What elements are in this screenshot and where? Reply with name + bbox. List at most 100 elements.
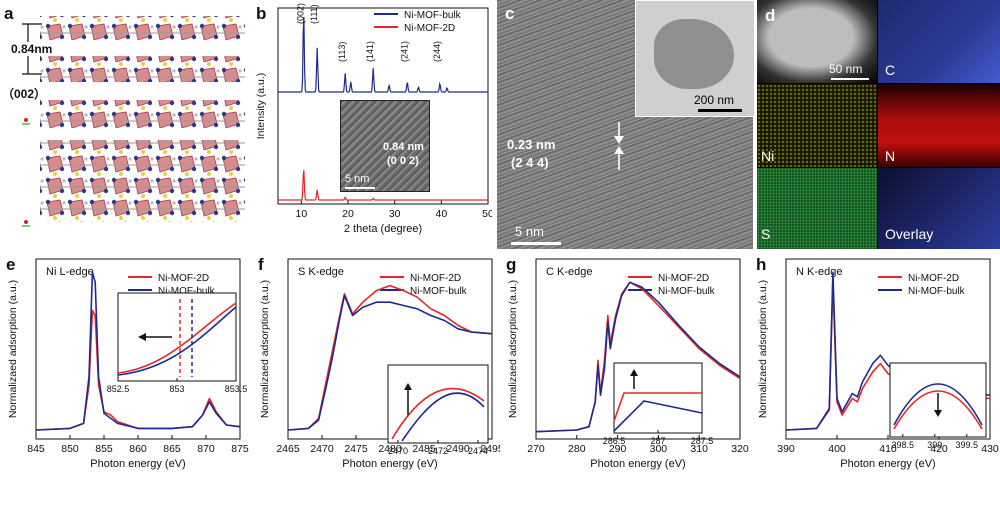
legend-label: Ni-MOF-bulk	[410, 286, 468, 297]
x-axis-label: Photon energy (eV)	[342, 458, 437, 470]
peak-label: (141)	[365, 41, 375, 62]
inset-x-tick-label: 287	[650, 436, 665, 446]
s-k-edge-chart: 2465 2470 2475 2480 2485 2490 2495 Photon energ…	[259, 258, 500, 470]
y-axis-label: Intensity (a.u.)	[255, 73, 267, 140]
inset-x-tick-label: 286.5	[603, 436, 626, 446]
panel-e: e 845 850 855 860 865 870 875 Photon energy (eV…	[0, 253, 252, 505]
series-line	[35, 271, 241, 431]
legend-label: Ni-MOF-2D	[158, 273, 209, 284]
legend-label: Ni-MOF-2D	[658, 273, 709, 284]
inset-x-tick-label: 2472	[428, 446, 448, 456]
inset-x-tick-label: 399	[927, 440, 942, 450]
x-tick-label: 430	[981, 443, 999, 455]
ni-l-edge-chart: 845 850 855 860 865 870 875 Photon energy (eV) N…	[7, 258, 249, 470]
x-tick-label: 2470	[310, 443, 334, 455]
legend-label: Ni-MOF-bulk	[404, 10, 462, 21]
inset-scale: 5 nm	[345, 173, 370, 185]
trend-arrowhead	[630, 369, 638, 376]
y-axis-label: Normalizaed adsorption (a.u.)	[507, 280, 519, 418]
carbon-map-label: C	[885, 62, 896, 78]
inset-curve	[893, 390, 983, 430]
x-axis-label: 2 theta (degree)	[344, 223, 422, 235]
x-tick-label: 290	[609, 443, 627, 455]
inset-plane: (0 0 2)	[387, 155, 419, 167]
interlayer-spacing-label: 0.84nm	[11, 42, 53, 56]
series-line	[287, 294, 493, 431]
x-axis-label: Photon energy (eV)	[590, 458, 685, 470]
x-tick-label: 20	[342, 208, 354, 220]
x-tick-label: 320	[731, 443, 749, 455]
inset-d-spacing: 0.84 nm	[383, 141, 424, 153]
legend-label: Ni-MOF-2D	[404, 23, 455, 34]
y-axis-label: Normalizaed adsorption (a.u.)	[757, 280, 769, 418]
hrtem-inset-image: 0.84 nm (0 0 2) 5 nm	[340, 100, 430, 192]
edge-title: Ni L-edge	[46, 266, 94, 278]
main-scale-label: 5 nm	[515, 224, 544, 239]
peak-label: (002)	[296, 3, 306, 24]
x-tick-label: 400	[828, 443, 846, 455]
legend-label: Ni-MOF-2D	[908, 273, 959, 284]
overlay-map-tile	[878, 168, 1000, 249]
inset-curve	[893, 383, 983, 426]
inset-curve	[117, 306, 237, 376]
panel-d: d 50 nm C Ni N S Overlay	[757, 0, 1000, 249]
inset-x-tick-label: 287.5	[691, 436, 714, 446]
x-tick-label: 10	[295, 208, 307, 220]
plane-label: （002）	[2, 87, 47, 101]
x-tick-label: 390	[777, 443, 795, 455]
inset-frame	[613, 362, 703, 434]
panel-label-a: a	[4, 4, 14, 23]
x-tick-label: 2480	[378, 443, 402, 455]
inset-x-tick-label: 2474	[468, 446, 488, 456]
tem-overview-inset: 200 nm	[635, 0, 755, 117]
xrd-chart: 10 20 30 40 50 2 theta (degree) Intensity (a.u…	[255, 3, 492, 235]
series-line	[535, 281, 741, 433]
lattice-arrows	[614, 122, 624, 170]
legend-label: Ni-MOF-bulk	[158, 286, 216, 297]
edge-title: N K-edge	[796, 266, 842, 278]
x-tick-label: 420	[930, 443, 948, 455]
edge-title: S K-edge	[298, 266, 344, 278]
peak-label: (111)	[309, 4, 319, 24]
x-tick-label: 2490	[446, 443, 470, 455]
carbon-map-tile	[878, 0, 1000, 83]
inset-frame	[387, 364, 489, 444]
plot-frame	[535, 258, 741, 440]
x-tick-label: 410	[879, 443, 897, 455]
trend-arrowhead	[138, 333, 146, 341]
trend-arrowhead	[404, 383, 412, 390]
inset-curve	[613, 392, 702, 422]
x-tick-label: 2485	[412, 443, 436, 455]
panel-label-b: b	[256, 4, 267, 23]
x-tick-label: 845	[27, 443, 45, 455]
x-tick-label: 300	[650, 443, 668, 455]
x-tick-label: 2495	[480, 443, 500, 455]
lattice-spacing-label: 0.23 nm	[507, 137, 556, 152]
x-tick-label: 875	[231, 443, 249, 455]
n-k-edge-chart: 390 400 410 420 430 Photon energy (eV) Normali…	[757, 258, 999, 470]
legend-label: Ni-MOF-bulk	[658, 286, 716, 297]
x-tick-label: 2475	[344, 443, 368, 455]
x-tick-label: 280	[568, 443, 586, 455]
nitrogen-map-tile	[878, 84, 1000, 167]
legend-label: Ni-MOF-2D	[410, 273, 461, 284]
inset-x-tick-label: 852.5	[107, 384, 130, 394]
inset-curve	[391, 387, 485, 440]
series-line	[278, 170, 488, 201]
inset-x-tick-label: 853.5	[225, 384, 248, 394]
panel-h: h 390 400 410 420 430 Photon energy (eV) Norma…	[750, 253, 1000, 505]
x-tick-label: 2465	[276, 443, 300, 455]
nanosheet-shape	[654, 19, 734, 89]
x-tick-label: 50	[482, 208, 492, 220]
nickel-map-tile	[757, 84, 877, 167]
inset-frame	[117, 292, 237, 382]
inset-scale-bar	[345, 187, 375, 189]
y-axis-label: Normalizaed adsorption (a.u.)	[259, 280, 271, 418]
sulfur-map-tile	[757, 168, 877, 249]
x-tick-label: 30	[389, 208, 401, 220]
inset-scale-label: 200 nm	[694, 93, 735, 107]
peak-label: (113)	[337, 42, 347, 62]
haadf-tile	[757, 0, 877, 83]
series-line	[287, 284, 493, 431]
inset-x-tick-label: 398.5	[892, 440, 915, 450]
